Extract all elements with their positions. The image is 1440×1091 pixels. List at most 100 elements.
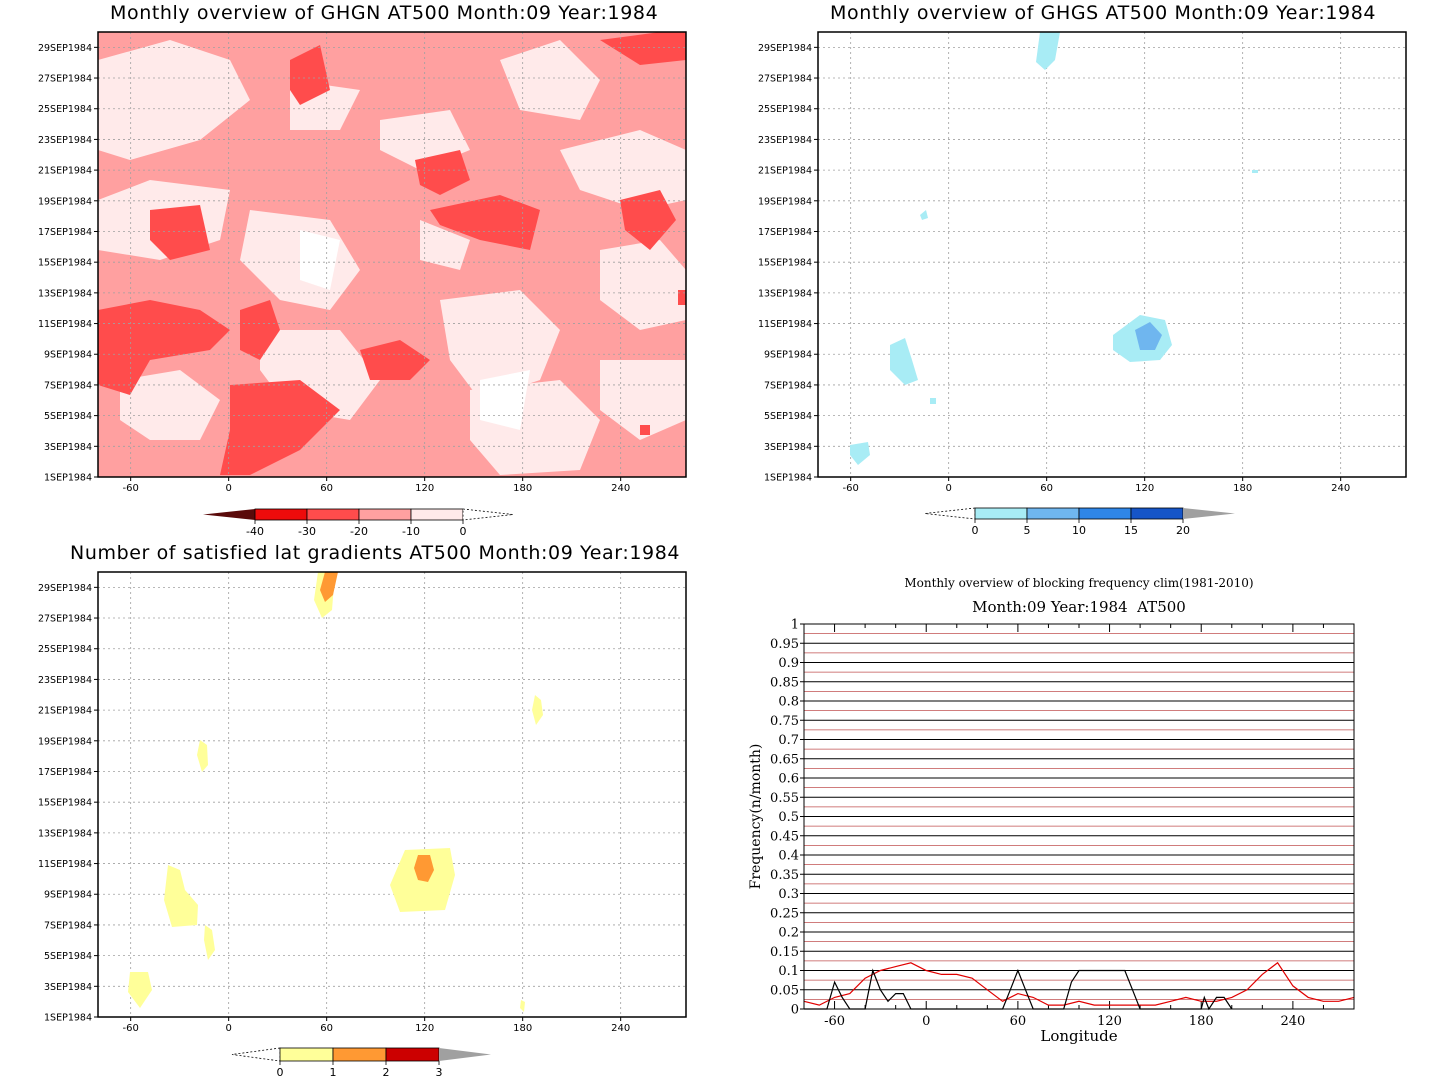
x-tick-label: 120 (415, 1023, 434, 1034)
x-tick-label: -60 (842, 483, 858, 494)
colorbar-label: 1 (330, 1066, 337, 1079)
colorbar-right-arrow (1183, 508, 1235, 519)
colorbar-segment (358, 508, 412, 521)
gradients-two-patch (414, 855, 434, 882)
blocking-title: Monthly overview of blocking frequency c… (904, 576, 1254, 590)
x-tick-label: 180 (1233, 483, 1252, 494)
y-tick-label: 27SEP1984 (38, 74, 92, 85)
colorbar-segment (1026, 507, 1080, 520)
y-tick-label: 7SEP1984 (764, 380, 812, 391)
y-tick-label: 0.35 (770, 868, 799, 883)
colorbar-segment (306, 508, 360, 521)
x-tick-label: 60 (1040, 483, 1053, 494)
colorbar-label: 0 (460, 525, 467, 538)
x-tick-label: 240 (1280, 1014, 1305, 1029)
y-tick-label: 9SEP1984 (764, 350, 812, 361)
ghgs-positive-patch (890, 338, 918, 385)
gradients-one-patch (532, 695, 543, 725)
y-tick-label: 0.3 (778, 887, 799, 902)
gradients-one-patch (164, 865, 198, 927)
y-tick-label: 3SEP1984 (44, 982, 92, 993)
gradients-panel: Number of satisfied lat gradients AT500 … (0, 540, 720, 1091)
colorbar-segment (410, 508, 464, 521)
ghgn-dark-patch (600, 32, 686, 65)
y-tick-label: 3SEP1984 (44, 442, 92, 453)
colorbar-label: 0 (277, 1066, 284, 1079)
ghgn-map: 1SEP1984 3SEP1984 5SEP1984 7SEP1984 9SEP1984… (38, 31, 687, 538)
x-tick-label: 0 (922, 1014, 930, 1029)
gradients-map: 1SEP1984 3SEP1984 5SEP1984 7SEP1984 9SEP1984… (38, 571, 687, 1079)
ghgs-frame (817, 31, 1407, 478)
y-tick-label: 0.7 (778, 733, 799, 748)
y-tick-label: 21SEP1984 (38, 706, 92, 717)
colorbar-label: 3 (436, 1066, 443, 1079)
gradients-frame (97, 571, 687, 1018)
y-tick-label: 13SEP1984 (758, 288, 812, 299)
y-tick-label: 27SEP1984 (38, 614, 92, 625)
y-tick-label: 0.95 (770, 637, 799, 652)
y-tick-label: 5SEP1984 (44, 951, 92, 962)
gradients-one-patch (204, 925, 215, 960)
y-tick-label: 0.5 (778, 810, 799, 825)
colorbar-segment (385, 1047, 440, 1062)
ghgn-panel: Monthly overview of GHGN AT500 Month:09 … (0, 0, 720, 545)
ghgn-light-patch (500, 40, 600, 120)
colorbar-segment (332, 1047, 387, 1062)
blocking-subtitle: Month:09 Year:1984 AT500 (972, 598, 1186, 616)
y-tick-label: 27SEP1984 (758, 74, 812, 85)
y-tick-label: 1SEP1984 (44, 473, 92, 484)
x-tick-label: 60 (320, 483, 333, 494)
y-tick-label: 25SEP1984 (38, 644, 92, 655)
ghgs-field-base (818, 32, 1406, 477)
y-tick-label: 21SEP1984 (758, 166, 812, 177)
y-tick-label: 1SEP1984 (44, 1013, 92, 1024)
y-tick-label: 0.45 (770, 829, 799, 844)
y-tick-label: 19SEP1984 (758, 196, 812, 207)
y-tick-label: 25SEP1984 (38, 104, 92, 115)
chart-frame (803, 623, 1355, 1010)
y-tick-label: 0.4 (778, 849, 799, 864)
y-tick-label: 11SEP1984 (758, 319, 812, 330)
x-tick-label: 120 (1097, 1014, 1122, 1029)
colorbar-label: -20 (350, 525, 368, 538)
x-tick-label: -60 (122, 1023, 138, 1034)
ghgn-dark-patch (240, 300, 280, 360)
y-tick-label: 7SEP1984 (44, 920, 92, 931)
y-tick-label: 0.65 (770, 752, 799, 767)
x-tick-label: 60 (320, 1023, 333, 1034)
x-tick-label: 120 (1135, 483, 1154, 494)
y-tick-label: 15SEP1984 (38, 258, 92, 269)
ghgn-white-patch (300, 230, 340, 290)
colorbar-segment (974, 507, 1028, 520)
x-tick-label: 60 (1010, 1014, 1027, 1029)
ghgs-positive-patch (920, 210, 928, 220)
x-tick-label: -60 (824, 1014, 845, 1029)
ghgs-title: Monthly overview of GHGS AT500 Month:09 … (830, 2, 1377, 24)
y-tick-label: 17SEP1984 (38, 767, 92, 778)
x-tick-label: 240 (1331, 483, 1350, 494)
gradients-field-base (98, 572, 686, 1017)
y-tick-label: 0.8 (778, 695, 799, 710)
colorbar-label: 5 (1024, 524, 1031, 537)
y-tick-label: 29SEP1984 (38, 43, 92, 54)
x-tick-label: 180 (1189, 1014, 1214, 1029)
colorbar-label: 0 (972, 524, 979, 537)
ghgn-dark-patch (150, 205, 210, 260)
y-tick-label: 0.2 (778, 926, 799, 941)
y-tick-label: 17SEP1984 (758, 227, 812, 238)
ghgn-dark-patch (678, 290, 686, 305)
ghgn-title: Monthly overview of GHGN AT500 Month:09 … (110, 2, 659, 24)
colorbar-label: 10 (1072, 524, 1086, 537)
y-tick-label: 29SEP1984 (758, 43, 812, 54)
y-tick-label: 0.9 (778, 656, 799, 671)
y-tick-label: 1SEP1984 (764, 473, 812, 484)
ghgn-light-patch (420, 220, 470, 270)
y-tick-label: 15SEP1984 (758, 258, 812, 269)
y-tick-label: 9SEP1984 (44, 350, 92, 361)
colorbar-right-arrow (462, 508, 514, 521)
gradients-one-patch (197, 740, 208, 772)
colorbar-right-arrow (439, 1048, 491, 1061)
climatology-line (803, 961, 1355, 1006)
ghgn-dark-patch (290, 45, 330, 105)
y-tick-label: 7SEP1984 (44, 380, 92, 391)
